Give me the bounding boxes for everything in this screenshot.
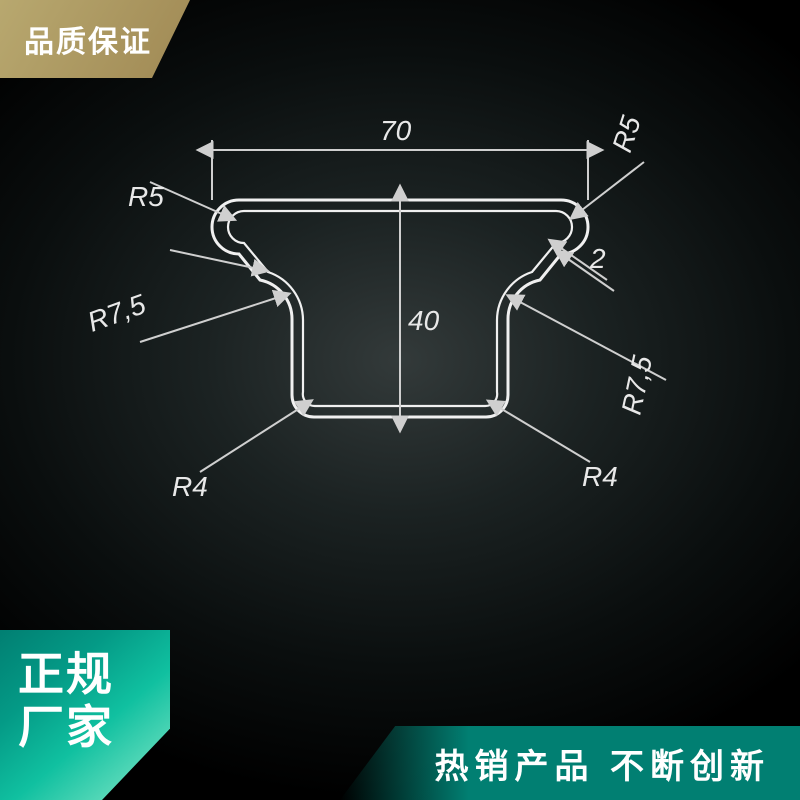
cad-drawing: 70 40 2 R5 R5 (110, 110, 690, 630)
badge-factory-l2: 厂家 (18, 701, 114, 754)
dim-r5-left: R5 (128, 181, 222, 214)
badge-factory-l1: 正规 (18, 648, 114, 701)
dim-thickness-2: 2 (561, 243, 614, 291)
dim-r4r-label: R4 (582, 461, 618, 492)
dim-r75r-label: R7,5 (616, 353, 659, 418)
badge-factory: 正规 厂家 (0, 630, 170, 800)
dim-height-40: 40 (400, 200, 440, 417)
badge-quality-text: 品质保证 (24, 17, 152, 61)
dim-r4-right: R4 (500, 408, 618, 492)
dim-r5r-label: R5 (606, 112, 647, 156)
dim-r75l-label: R7,5 (83, 288, 150, 338)
badge-slogan-text: 热销产品 不断创新 (435, 739, 770, 788)
dim-r5-right: R5 (582, 112, 647, 210)
dim-r75-left: R7,5 (83, 288, 276, 342)
stage: 品质保证 正规 厂家 热销产品 不断创新 (0, 0, 800, 800)
dim-t2-label: 2 (589, 243, 606, 274)
dim-w70-label: 70 (380, 115, 412, 146)
dim-h40-label: 40 (408, 305, 440, 336)
dim-r4l-label: R4 (172, 471, 208, 502)
dim-r5l-label: R5 (128, 181, 164, 212)
badge-slogan: 热销产品 不断创新 (340, 726, 800, 800)
dim-width-70: 70 (212, 115, 588, 200)
badge-quality: 品质保证 (0, 0, 190, 78)
dim-r75-right: R7,5 (520, 302, 666, 417)
dim-r4-left: R4 (172, 408, 300, 502)
